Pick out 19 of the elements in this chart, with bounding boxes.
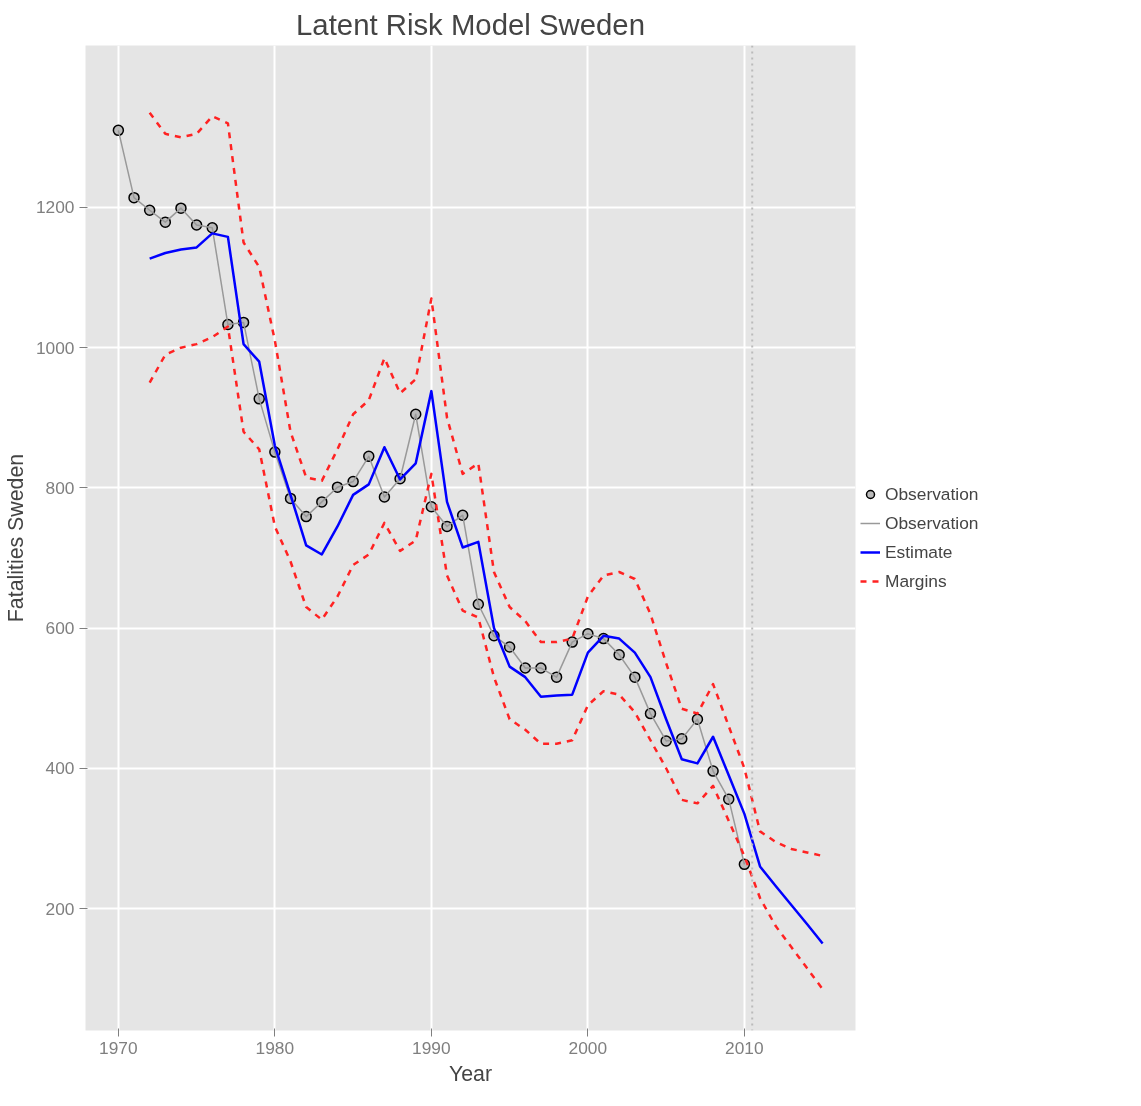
legend-label: Observation <box>885 483 979 505</box>
point <box>112 124 125 137</box>
legend-label: Margins <box>885 570 947 592</box>
chart-title: Latent Risk Model Sweden <box>296 7 645 41</box>
y-tick-label: 400 <box>45 758 75 779</box>
x-tick-label: 2000 <box>568 1037 608 1058</box>
y-tick-label: 800 <box>45 477 75 498</box>
x-axis-title: Year <box>448 1061 493 1086</box>
legend-label: Observation <box>885 512 979 534</box>
y-tick-label: 1200 <box>35 197 75 218</box>
y-axis-title: Fatalities Sweden <box>3 453 28 623</box>
y-tick-label: 600 <box>45 618 75 639</box>
y-tick-label: 200 <box>45 898 75 919</box>
legend-label: Estimate <box>885 541 953 563</box>
x-tick-label: 1970 <box>99 1037 138 1058</box>
y-tick-label: 1000 <box>35 337 75 358</box>
x-tick-label: 2010 <box>725 1037 764 1058</box>
x-tick-label: 1980 <box>255 1037 295 1058</box>
x-tick-label: 1990 <box>412 1037 451 1058</box>
